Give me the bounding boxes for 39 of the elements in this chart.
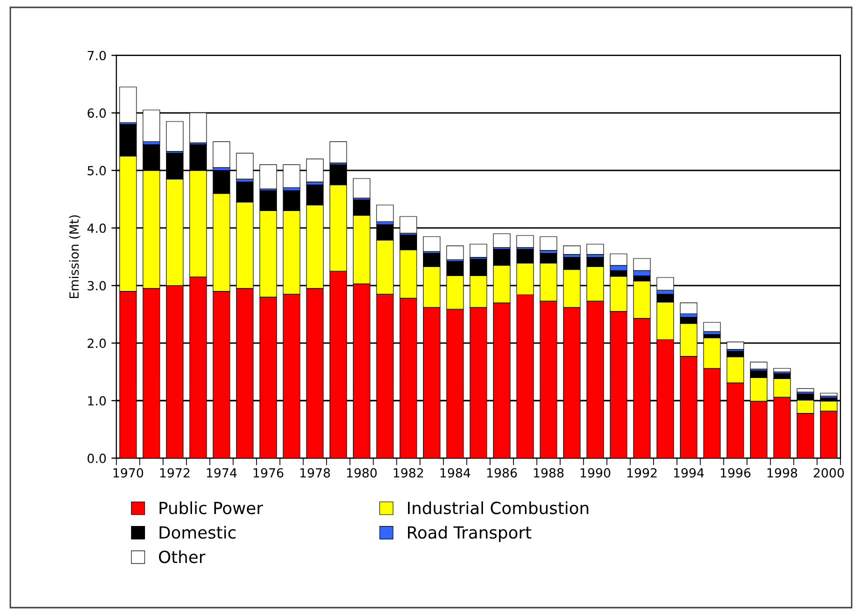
bar xyxy=(540,236,558,251)
bar xyxy=(470,244,488,258)
y-tick-label: 6.0 xyxy=(88,108,106,118)
x-tick-label: 1988 xyxy=(534,468,564,478)
x-tick-label: 1972 xyxy=(160,468,190,478)
x-tick-label: 2000 xyxy=(814,468,844,478)
bar xyxy=(563,246,581,255)
y-axis-title: Emission (Mt) xyxy=(69,215,80,298)
x-tick-label: 1998 xyxy=(768,468,798,478)
y-tick-label: 3.0 xyxy=(88,281,106,290)
x-tick-label: 1986 xyxy=(487,468,517,478)
x-tick-label: 1974 xyxy=(206,468,237,478)
x-tick-label: 1996 xyxy=(720,468,750,478)
legend-label: Other xyxy=(158,550,206,564)
bar xyxy=(773,368,791,372)
bar xyxy=(680,302,698,314)
y-tick-label: 2.0 xyxy=(88,338,106,348)
y-tick-label: 0.0 xyxy=(88,454,106,464)
y-tick-label: 1.0 xyxy=(88,396,106,406)
x-tick-label: 1990 xyxy=(580,468,610,478)
x-tick-label: 1978 xyxy=(300,468,330,478)
legend-label: Public Power xyxy=(160,501,264,514)
bar xyxy=(376,204,394,222)
bar xyxy=(703,322,721,332)
x-tick-label: 1982 xyxy=(394,468,423,478)
legend-label: Domestic xyxy=(160,526,236,539)
bar xyxy=(586,244,604,255)
x-tick-label: 1980 xyxy=(347,468,377,478)
x-tick-label: 1994 xyxy=(674,468,704,478)
legend-label: Road Transport xyxy=(408,526,532,542)
y-tick-label: 5.0 xyxy=(88,166,106,176)
legend-label: Industrial Combustion xyxy=(408,501,588,514)
y-tick-label: 4.0 xyxy=(87,223,106,233)
bar xyxy=(212,141,230,168)
x-tick-label: 1970 xyxy=(114,468,144,478)
x-tick-label: 1984 xyxy=(440,468,470,478)
y-tick-label: 7.0 xyxy=(88,50,106,60)
x-tick-label: 1992 xyxy=(627,468,657,478)
x-tick-label: 1976 xyxy=(254,468,284,478)
